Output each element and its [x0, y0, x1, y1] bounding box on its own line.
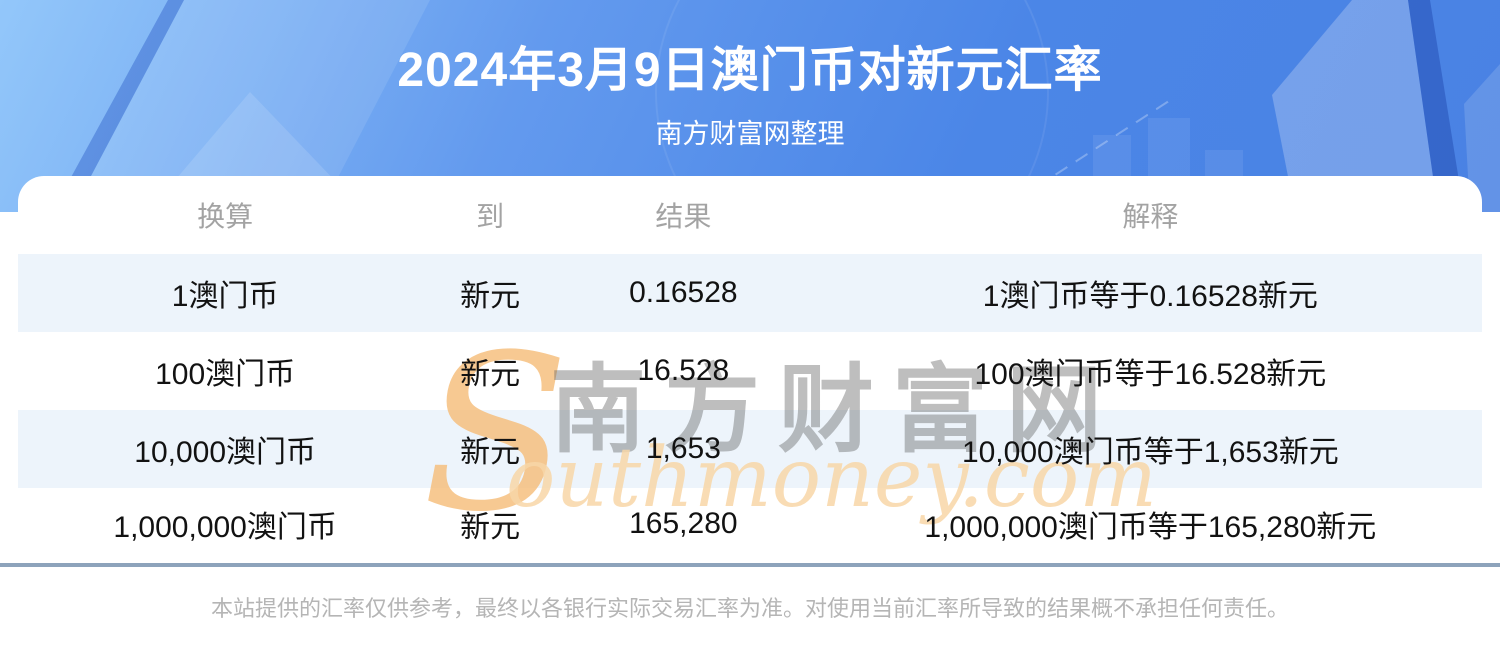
- cell-amount: 1,000,000澳门币: [113, 511, 337, 544]
- table-row: 10,000澳门币 新元 1,653 10,000澳门币等于1,653新元: [18, 410, 1482, 488]
- cell-result: 16.528: [637, 354, 730, 387]
- cell-target-currency: 新元: [460, 358, 521, 391]
- cell-target-currency: 新元: [460, 511, 521, 544]
- hero-circle-shape: [655, 0, 1049, 212]
- cell-result: 1,653: [645, 432, 721, 465]
- page-subtitle: 南方财富网整理: [655, 119, 845, 149]
- table-row: 100澳门币 新元 16.528 100澳门币等于16.528新元: [18, 332, 1482, 410]
- cell-result: 0.16528: [629, 276, 738, 309]
- cell-explanation: 10,000澳门币等于1,653新元: [961, 436, 1339, 469]
- page-title: 2024年3月9日澳门币对新元汇率: [397, 44, 1103, 97]
- table-row: 1澳门币 新元 0.16528 1澳门币等于0.16528新元: [18, 254, 1482, 332]
- table-header-row: 换算 到 结果 解释: [18, 176, 1482, 254]
- rates-card: 换算 到 结果 解释 1澳门币 新元 0.16528 1澳门币等于0.16528…: [18, 176, 1482, 560]
- disclaimer-text: 本站提供的汇率仅供参考，最终以各银行实际交易汇率为准。对使用当前汇率所导致的结果…: [210, 596, 1289, 621]
- cell-explanation: 100澳门币等于16.528新元: [974, 358, 1327, 391]
- cell-explanation: 1,000,000澳门币等于165,280新元: [924, 511, 1377, 544]
- column-header-convert: 换算: [197, 201, 254, 232]
- cell-amount: 100澳门币: [155, 358, 296, 391]
- column-header-explanation: 解释: [1122, 201, 1179, 232]
- column-header-to: 到: [476, 201, 505, 232]
- cell-amount: 10,000澳门币: [134, 436, 317, 469]
- cell-target-currency: 新元: [460, 436, 521, 469]
- column-header-result: 结果: [655, 201, 712, 232]
- cell-explanation: 1澳门币等于0.16528新元: [982, 280, 1318, 313]
- cell-target-currency: 新元: [460, 280, 521, 313]
- footer-divider: [0, 563, 1500, 567]
- table-row: 1,000,000澳门币 新元 165,280 1,000,000澳门币等于16…: [18, 488, 1482, 560]
- cell-result: 165,280: [629, 507, 738, 540]
- cell-amount: 1澳门币: [171, 280, 279, 313]
